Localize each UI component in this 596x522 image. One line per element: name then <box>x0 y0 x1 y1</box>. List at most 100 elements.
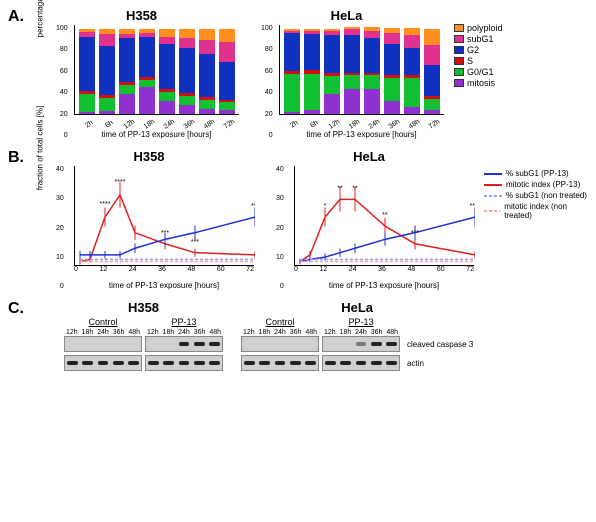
seg-G2 <box>139 37 155 78</box>
chart-title-h358: H358 <box>44 8 239 23</box>
seg-subG1 <box>159 37 175 44</box>
legend-line-item: % subG1 (non treated) <box>484 191 588 200</box>
seg-G0G1 <box>219 102 235 109</box>
seg-G2 <box>404 48 420 75</box>
seg-mitosis <box>119 94 135 114</box>
panel-c-label: C. <box>8 300 24 318</box>
seg-subG1 <box>424 45 440 65</box>
seg-G0G1 <box>304 74 320 110</box>
bar-col <box>344 27 360 114</box>
seg-mitosis <box>304 110 320 115</box>
seg-mitosis <box>159 101 175 115</box>
seg-G0G1 <box>119 85 135 94</box>
seg-mitosis <box>324 94 340 114</box>
seg-G0G1 <box>199 100 215 109</box>
seg-mitosis <box>79 112 95 114</box>
seg-mitosis <box>364 89 380 114</box>
wb-h358: H358ControlPP-1312h18h24h36h48h12h18h24h… <box>64 300 223 374</box>
panel-b: B. H358 fraction of total cells [%] 4030… <box>8 149 588 290</box>
bar-col <box>79 29 95 114</box>
seg-mitosis <box>179 105 195 114</box>
svg-text:**: ** <box>352 185 358 192</box>
seg-polyploid <box>404 28 420 35</box>
x-axis-title: time of PP-13 exposure [hours] <box>279 130 444 139</box>
seg-G0G1 <box>384 78 400 101</box>
line-chart-h358: H358 fraction of total cells [%] 4030201… <box>44 149 254 290</box>
seg-G2 <box>179 48 195 93</box>
line-legend: % subG1 (PP-13)mitotic index (PP-13)% su… <box>484 169 588 222</box>
bar-col <box>219 29 235 114</box>
legend-item: mitosis <box>454 78 503 88</box>
seg-subG1 <box>219 42 235 62</box>
bar-col <box>99 29 115 114</box>
legend-line-item: mitotic index (non treated) <box>484 202 588 220</box>
cellcycle-legend: polyploidsubG1G2SG0/G1mitosis <box>454 23 503 89</box>
seg-polyploid <box>424 29 440 45</box>
bar-col <box>159 29 175 114</box>
seg-subG1 <box>384 33 400 44</box>
bar-col <box>139 29 155 114</box>
seg-G2 <box>284 33 300 71</box>
seg-G2 <box>119 38 135 81</box>
seg-mitosis <box>404 107 420 114</box>
seg-mitosis <box>344 89 360 114</box>
panel-b-label: B. <box>8 149 24 167</box>
legend-item: G0/G1 <box>454 67 503 77</box>
panel-a: A. H358 percentage of total cells [%] 10… <box>8 8 588 139</box>
x-axis-title: time of PP-13 exposure [hours] <box>74 130 239 139</box>
seg-G2 <box>384 44 400 76</box>
chart-title-hela: HeLa <box>249 8 444 23</box>
seg-G2 <box>344 35 360 73</box>
bar-col <box>364 27 380 114</box>
seg-G2 <box>79 37 95 91</box>
wb-row-label: cleaved caspase 3 <box>407 340 473 349</box>
seg-mitosis <box>199 109 215 114</box>
svg-text:**: ** <box>382 212 388 219</box>
wb-lane <box>64 336 142 352</box>
seg-G2 <box>219 62 235 100</box>
seg-G0G1 <box>139 80 155 87</box>
seg-mitosis <box>284 112 300 114</box>
stacked-chart-h358: H358 percentage of total cells [%] 10080… <box>44 8 239 139</box>
seg-mitosis <box>424 110 440 115</box>
seg-G0G1 <box>179 96 195 105</box>
seg-G0G1 <box>159 92 175 101</box>
line-chart-hela: HeLa 403020100 ************** 0122436486… <box>264 149 474 290</box>
bar-col <box>199 29 215 114</box>
seg-G2 <box>424 65 440 97</box>
wb-lane <box>322 336 400 352</box>
wb-lane <box>145 355 223 371</box>
wb-lane <box>64 355 142 371</box>
seg-mitosis <box>219 110 235 115</box>
bar-col <box>119 29 135 114</box>
seg-G0G1 <box>424 99 440 110</box>
svg-text:***: *** <box>161 230 169 237</box>
wb-lane <box>241 355 319 371</box>
svg-text:***: *** <box>251 203 255 210</box>
wb-lane <box>241 336 319 352</box>
seg-G2 <box>99 46 115 96</box>
seg-subG1 <box>364 31 380 38</box>
stacked-chart-hela: HeLa 100806040200 2h6h12h18h24h36h48h72h… <box>249 8 444 139</box>
seg-G0G1 <box>324 76 340 94</box>
seg-mitosis <box>139 87 155 114</box>
seg-subG1 <box>199 40 215 54</box>
seg-subG1 <box>179 38 195 49</box>
svg-text:**: ** <box>337 185 343 192</box>
bar-col <box>284 29 300 114</box>
wb-lane <box>322 355 400 371</box>
legend-item: G2 <box>454 45 503 55</box>
panel-c: C. H358ControlPP-1312h18h24h36h48h12h18h… <box>8 300 588 374</box>
svg-text:*: * <box>324 203 327 210</box>
y-axis-label: percentage of total cells [%] <box>36 0 45 37</box>
seg-G0G1 <box>79 94 95 112</box>
seg-G0G1 <box>364 75 380 89</box>
wb-lane <box>145 336 223 352</box>
bar-col <box>304 29 320 114</box>
bar-col <box>324 29 340 114</box>
panel-a-label: A. <box>8 8 24 26</box>
seg-G0G1 <box>284 74 300 112</box>
seg-G2 <box>364 38 380 72</box>
seg-G2 <box>199 54 215 97</box>
legend-item: polyploid <box>454 23 503 33</box>
